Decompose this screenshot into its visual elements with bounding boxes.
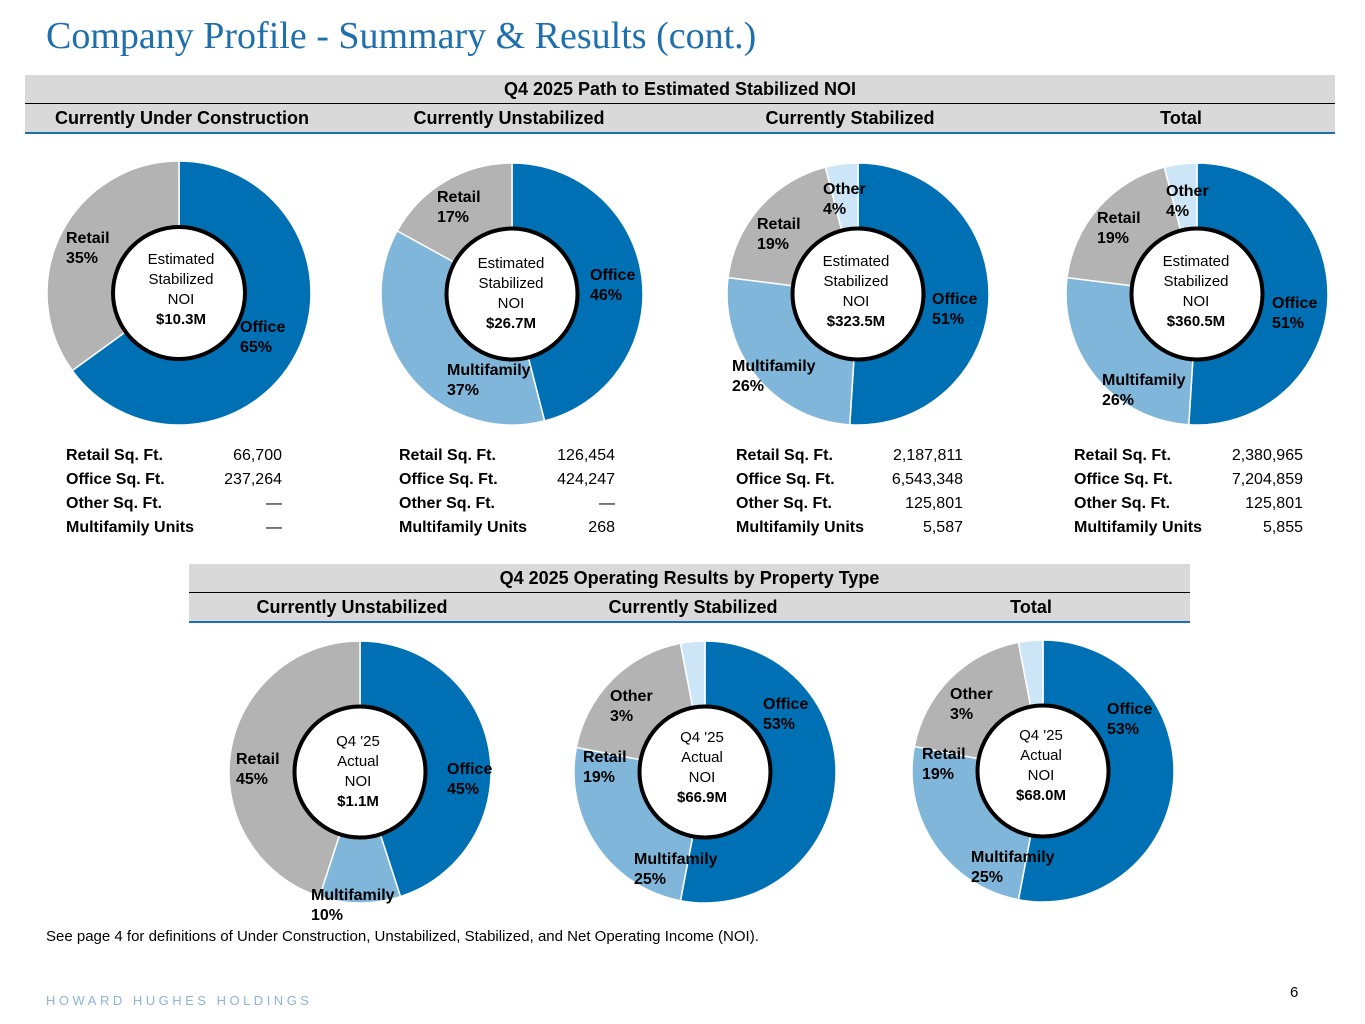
stats-row: Office Sq. Ft. 6,543,348	[736, 471, 963, 488]
stats-row: Other Sq. Ft. —	[399, 495, 615, 512]
donut-chart-unstabilized	[381, 163, 643, 425]
slice-retail	[47, 161, 180, 372]
stats-row: Office Sq. Ft. 424,247	[399, 471, 615, 488]
slice-label-multifamily: Multifamily 25%	[971, 849, 1055, 886]
donut-hole	[637, 704, 773, 840]
donut-hole	[790, 226, 926, 362]
slice-label-retail: Retail 19%	[757, 216, 801, 253]
donut-center-label: Estimated Stabilized NOI $323.5M	[822, 253, 890, 330]
stats-total: Retail Sq. Ft. 2,380,965 Office Sq. Ft. 7,…	[1074, 444, 1303, 540]
donut-svg	[727, 163, 989, 425]
slice-label-other: Other 4%	[823, 181, 866, 218]
slice-label-retail: Retail 19%	[922, 746, 966, 783]
section1-title: Q4 2025 Path to Estimated Stabilized NOI	[25, 75, 1335, 104]
slice-label-office: Office 46%	[590, 267, 636, 304]
donut-hole	[292, 704, 428, 840]
stats-row: Office Sq. Ft. 7,204,859	[1074, 471, 1303, 488]
slice-label-other: Other 3%	[950, 686, 993, 723]
stats-row: Retail Sq. Ft. 66,700	[66, 447, 282, 464]
donut-center-label: Q4 '25 Actual NOI $1.1M	[336, 733, 380, 810]
slice-label-other: Other 4%	[1166, 183, 1209, 220]
section2-title: Q4 2025 Operating Results by Property Ty…	[189, 564, 1190, 593]
donut-chart-under-construction	[47, 161, 311, 425]
stats-row: Office Sq. Ft. 237,264	[66, 471, 282, 488]
slice-label-multifamily: Multifamily 37%	[447, 362, 531, 399]
slice-label-office: Office 51%	[1272, 295, 1318, 332]
slice-label-office: Office 51%	[932, 291, 978, 328]
donut-svg	[381, 163, 643, 425]
stats-row: Multifamily Units 5,855	[1074, 519, 1303, 536]
donut-hole	[444, 226, 580, 362]
slice-label-multifamily: Multifamily 26%	[732, 358, 816, 395]
donut-center-label: Estimated Stabilized NOI $10.3M	[147, 251, 215, 328]
donut-center-label: Q4 '25 Actual NOI $68.0M	[1015, 727, 1067, 804]
stats-row: Other Sq. Ft. 125,801	[736, 495, 963, 512]
section2-columns: Currently Unstabilized Currently Stabili…	[189, 593, 1190, 623]
slice-label-multifamily: Multifamily 26%	[1102, 372, 1186, 409]
page-number: 6	[1290, 984, 1299, 1001]
stats-row: Multifamily Units 268	[399, 519, 615, 536]
stats-row: Retail Sq. Ft. 2,187,811	[736, 447, 963, 464]
section1-col-2: Currently Stabilized	[765, 108, 935, 128]
page-title: Company Profile - Summary & Results (con…	[46, 15, 757, 57]
donut-center-label: Estimated Stabilized NOI $360.5M	[1162, 253, 1230, 330]
donut-hole	[111, 225, 247, 361]
donut-chart-total	[1066, 163, 1328, 425]
stats-row: Other Sq. Ft. —	[66, 495, 282, 512]
donut-chart-results-unstabilized	[229, 641, 491, 903]
slice-label-retail: Retail 19%	[583, 749, 627, 786]
section1-col-0: Currently Under Construction	[54, 108, 310, 128]
donut-svg	[1066, 163, 1328, 425]
stats-row: Retail Sq. Ft. 2,380,965	[1074, 447, 1303, 464]
stats-stabilized: Retail Sq. Ft. 2,187,811 Office Sq. Ft. 6,…	[736, 444, 963, 540]
section1-col-3: Total	[1160, 108, 1202, 128]
slice-label-office: Office 53%	[763, 696, 809, 733]
slice-label-retail: Retail 45%	[236, 751, 280, 788]
donut-svg	[229, 641, 491, 903]
donut-svg	[912, 640, 1174, 902]
stats-under-construction: Retail Sq. Ft. 66,700 Office Sq. Ft. 237,2…	[66, 444, 282, 540]
slice-label-office: Office 53%	[1107, 701, 1153, 738]
donut-chart-results-total	[912, 640, 1174, 902]
slice-label-retail: Retail 35%	[66, 230, 110, 267]
stats-row: Other Sq. Ft. 125,801	[1074, 495, 1303, 512]
section1-columns: Currently Under Construction Currently U…	[25, 104, 1335, 134]
donut-hole	[975, 703, 1111, 839]
brand-wordmark: HOWARD HUGHES HOLDINGS	[46, 993, 313, 1008]
donut-chart-stabilized	[727, 163, 989, 425]
slice-label-retail: Retail 17%	[437, 189, 481, 226]
slice-label-multifamily: Multifamily 25%	[634, 851, 718, 888]
slice-label-retail: Retail 19%	[1097, 210, 1141, 247]
donut-center-label: Q4 '25 Actual NOI $66.9M	[676, 729, 728, 806]
donut-chart-results-stabilized	[574, 641, 836, 903]
stats-row: Multifamily Units 5,587	[736, 519, 963, 536]
section2-col-2: Total	[1010, 597, 1052, 617]
footnote: See page 4 for definitions of Under Cons…	[46, 928, 759, 945]
slice-label-other: Other 3%	[610, 688, 653, 725]
stats-row: Retail Sq. Ft. 126,454	[399, 447, 615, 464]
section2-col-1: Currently Stabilized	[608, 597, 778, 617]
slice-label-office: Office 65%	[240, 319, 286, 356]
stats-unstabilized: Retail Sq. Ft. 126,454 Office Sq. Ft. 424,…	[399, 444, 615, 540]
section2-col-0: Currently Unstabilized	[256, 597, 448, 617]
slice-label-office: Office 45%	[447, 761, 493, 798]
donut-svg	[47, 161, 311, 425]
donut-svg	[574, 641, 836, 903]
section1-header-band: Q4 2025 Path to Estimated Stabilized NOI…	[25, 75, 1335, 134]
section2-header-band: Q4 2025 Operating Results by Property Ty…	[189, 564, 1190, 623]
stats-row: Multifamily Units —	[66, 519, 282, 536]
donut-hole	[1129, 226, 1265, 362]
section1-col-1: Currently Unstabilized	[413, 108, 605, 128]
donut-center-label: Estimated Stabilized NOI $26.7M	[477, 255, 545, 332]
slice-label-multifamily: Multifamily 10%	[311, 887, 395, 924]
